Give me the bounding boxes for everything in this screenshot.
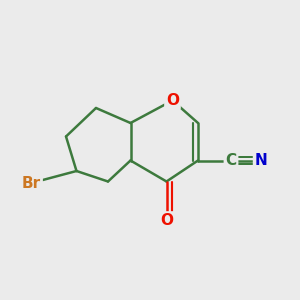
Text: C: C	[225, 153, 237, 168]
Text: O: O	[166, 93, 179, 108]
Text: O: O	[160, 213, 173, 228]
Text: N: N	[255, 153, 267, 168]
Text: Br: Br	[22, 176, 41, 190]
